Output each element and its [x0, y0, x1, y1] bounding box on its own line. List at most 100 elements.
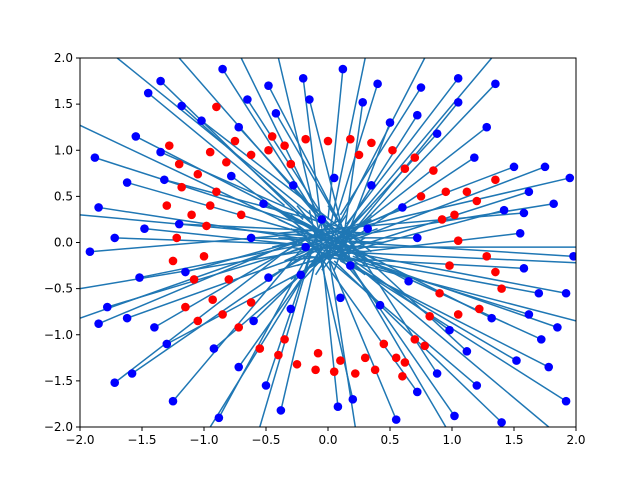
blue-point [122, 313, 132, 323]
blue-point [487, 313, 496, 323]
connector-line [284, 214, 409, 282]
blue-point [298, 73, 308, 83]
connector-line [178, 58, 341, 243]
connector-line [346, 77, 459, 225]
connector-line [80, 246, 329, 290]
red-point [224, 275, 234, 284]
blue-point [561, 288, 571, 298]
blue-point [110, 378, 120, 388]
y-tick-label: −1.0 [44, 328, 73, 342]
blue-point [412, 233, 422, 243]
blue-point [515, 228, 525, 238]
red-point [441, 187, 451, 197]
blue-point [373, 79, 382, 89]
blue-point [264, 273, 273, 282]
blue-point [264, 81, 273, 90]
blue-point [197, 116, 206, 126]
y-tick-label: −2.0 [44, 420, 73, 434]
red-point [388, 145, 397, 155]
red-point [189, 275, 199, 284]
blue-point [412, 387, 422, 397]
y-tick-label: 0.5 [54, 189, 73, 203]
blue-point [363, 224, 372, 233]
connector-line [267, 85, 342, 225]
connector-line [334, 250, 576, 264]
blue-point [561, 396, 571, 406]
connector-line [230, 175, 366, 276]
red-point [491, 175, 500, 185]
plot-data-group [80, 58, 576, 427]
blue-point [445, 325, 454, 335]
connector-line [280, 260, 317, 411]
connector-line [333, 246, 550, 427]
blue-point [288, 181, 298, 190]
red-point [193, 169, 203, 179]
red-point [482, 252, 492, 261]
blue-point [218, 64, 227, 74]
blue-point [565, 173, 575, 183]
red-point [199, 252, 209, 261]
blue-point [261, 381, 271, 390]
red-point [491, 267, 500, 277]
blue-point [296, 270, 306, 280]
x-tick-label: −1.0 [189, 433, 218, 447]
blue-point [168, 396, 178, 406]
red-point [354, 150, 364, 160]
red-point [367, 138, 376, 148]
red-point [400, 164, 410, 173]
red-point [246, 298, 256, 307]
connector-line [327, 68, 344, 220]
red-point [202, 221, 211, 231]
blue-point [398, 203, 407, 212]
red-point [267, 132, 277, 141]
red-point [208, 295, 217, 304]
red-point [274, 350, 283, 360]
blue-point [110, 233, 120, 243]
blue-point [509, 162, 519, 172]
blue-point [162, 339, 172, 349]
blue-point [127, 369, 137, 378]
red-point [313, 348, 323, 358]
blue-point [131, 132, 141, 141]
connector-line [352, 264, 567, 402]
blue-point [540, 162, 550, 172]
blue-point [404, 276, 413, 286]
blue-point [336, 293, 345, 303]
red-point [286, 159, 296, 169]
connector-line [302, 237, 478, 387]
blue-point [160, 175, 169, 185]
blue-point [453, 73, 463, 83]
blue-point [524, 187, 534, 197]
x-tick-label: −1.5 [127, 433, 156, 447]
blue-point [412, 110, 422, 120]
blue-point [512, 356, 521, 365]
red-point [425, 312, 434, 321]
blue-point [432, 369, 442, 378]
connector-line [98, 206, 298, 239]
blue-point [317, 215, 327, 224]
blue-point [346, 261, 355, 270]
red-point [212, 187, 221, 197]
blue-point [243, 95, 252, 104]
blue-point [286, 304, 296, 314]
connector-line [333, 58, 426, 234]
red-point [346, 134, 355, 144]
blue-point [94, 203, 103, 212]
connector-line [259, 237, 317, 427]
blue-point [301, 242, 310, 252]
red-point [205, 201, 215, 210]
blue-point [416, 83, 426, 92]
connector-line [116, 58, 329, 230]
connector-line [339, 246, 447, 427]
red-point [360, 353, 370, 363]
blue-point [519, 264, 529, 273]
y-tick-label: 1.5 [54, 97, 73, 111]
blue-point [549, 199, 558, 209]
blue-point [470, 153, 479, 162]
red-point [168, 256, 178, 266]
blue-point [536, 335, 546, 344]
x-tick-label: 1.5 [504, 433, 523, 447]
red-point [205, 147, 215, 157]
red-point [497, 284, 506, 293]
connector-line [339, 87, 422, 216]
